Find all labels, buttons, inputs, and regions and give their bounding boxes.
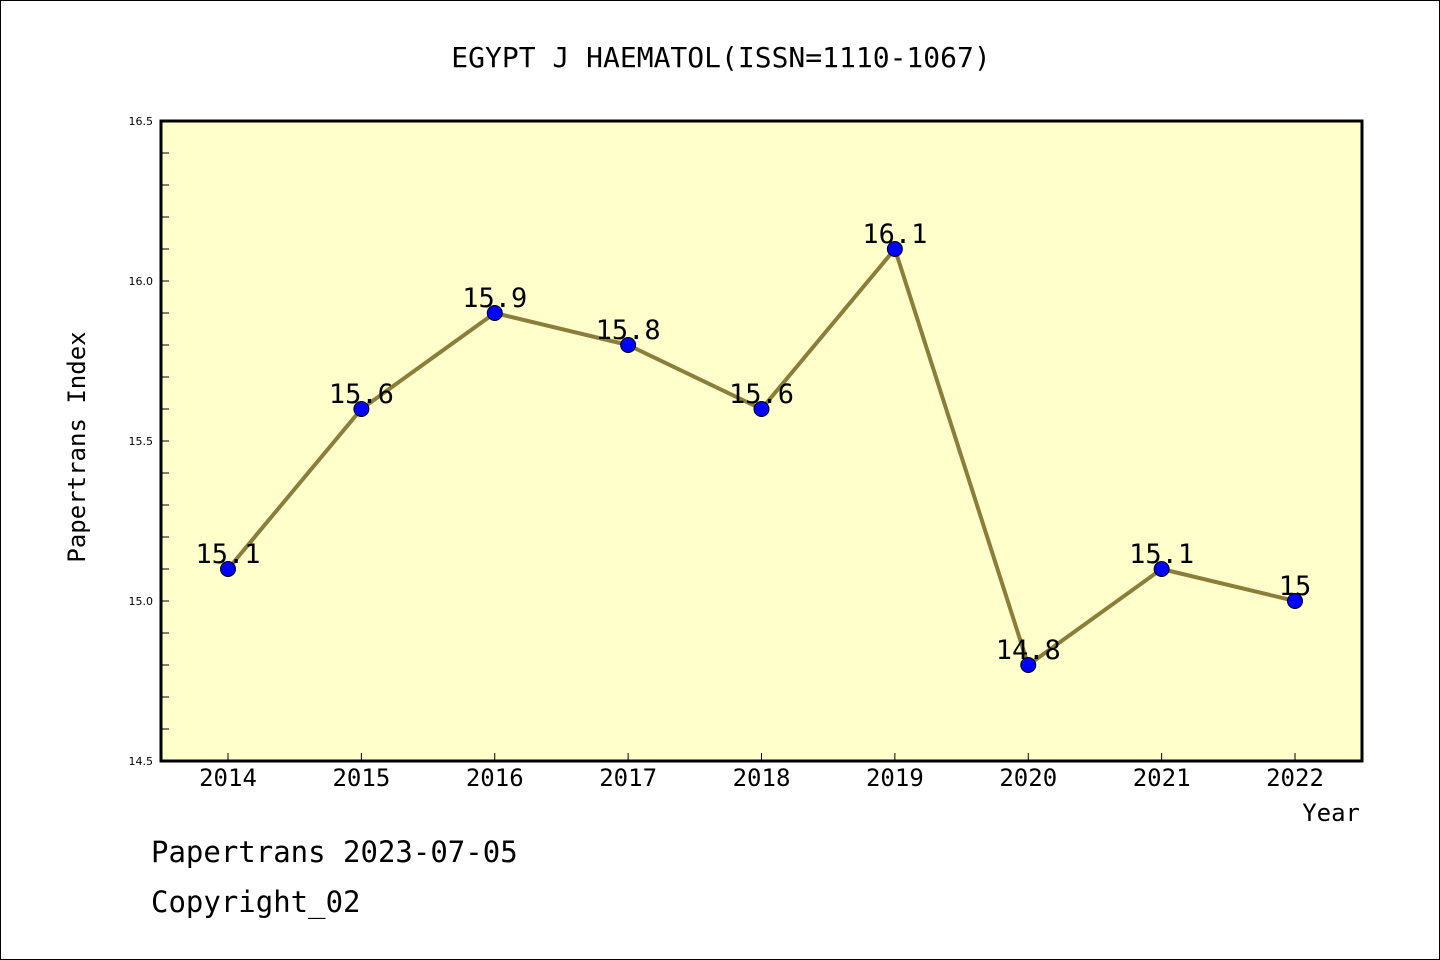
x-tick-labels: 2014 2015 2016 2017 2018 2019 2020 2021 2022 [199,764,1324,792]
x-tick-label: 2019 [866,764,924,792]
y-tick-labels: 14.5 15.0 15.5 16.0 16.5 [129,115,154,768]
x-tick-label: 2015 [332,764,390,792]
data-point [353,401,370,417]
y-tick-label: 15.0 [129,595,154,608]
y-tick-label: 16.5 [129,115,154,128]
y-tick-label: 16.0 [129,275,154,288]
x-ticks [227,753,1296,761]
y-minor-ticks [161,120,169,762]
data-point [220,561,236,577]
x-tick-label: 2017 [599,764,657,792]
x-axis-label: Year [1302,799,1360,827]
x-tick-label: 2021 [1133,764,1191,792]
data-point [1153,561,1170,577]
data-point [486,305,503,321]
footer-copyright: Copyright_02 [151,885,361,919]
chart-title: EGYPT J HAEMATOL(ISSN=1110-1067) [451,41,990,74]
y-axis-label: Papertrans Index [63,331,91,562]
y-tick-label: 15.5 [129,435,154,448]
x-tick-label: 2020 [999,764,1057,792]
x-tick-label: 2018 [733,764,791,792]
footer-date: Papertrans 2023-07-05 [151,835,518,869]
data-point [1020,657,1037,673]
y-tick-label: 14.5 [129,755,154,768]
data-point [1287,593,1303,609]
data-point [753,401,770,417]
data-point [886,241,903,257]
data-points [220,241,1303,673]
x-tick-label: 2022 [1266,764,1324,792]
data-point [620,337,637,353]
x-tick-label: 2016 [466,764,524,792]
x-tick-label: 2014 [199,764,257,792]
plot-area [159,119,1364,763]
